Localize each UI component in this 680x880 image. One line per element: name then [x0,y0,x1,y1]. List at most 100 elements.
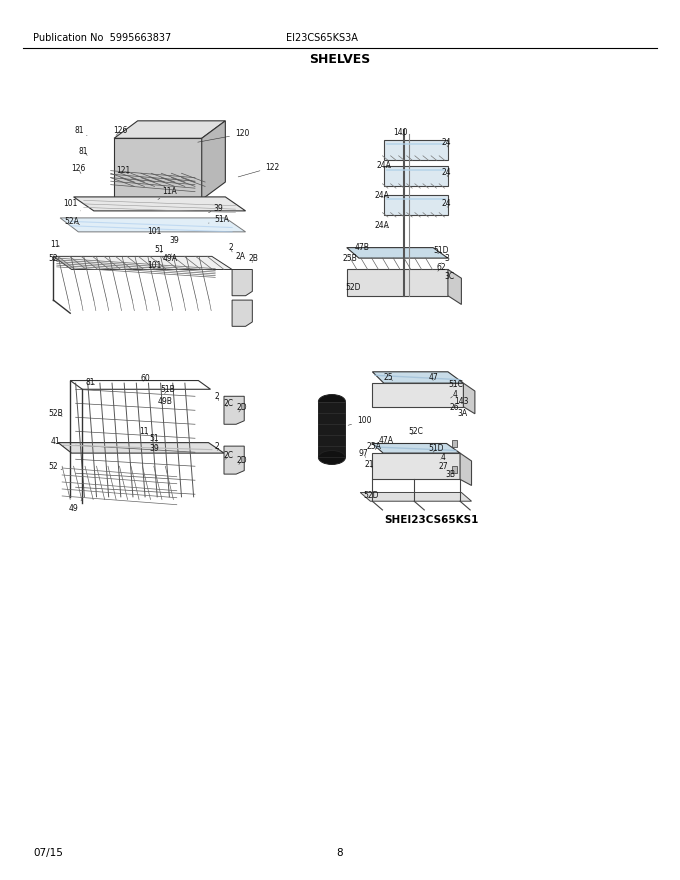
Polygon shape [373,453,460,480]
Text: 25B: 25B [343,254,358,263]
Text: 47A: 47A [378,436,393,444]
Text: 51B: 51B [160,385,175,393]
Polygon shape [224,446,244,474]
Text: 101: 101 [148,260,162,269]
Text: 51A: 51A [209,215,229,224]
Text: 143: 143 [454,397,469,406]
Text: 3C: 3C [444,272,454,281]
Bar [452,466,458,473]
Text: 97: 97 [359,450,369,458]
Text: 2D: 2D [237,403,248,412]
Text: 2: 2 [215,443,220,451]
Text: 2C: 2C [224,399,234,407]
Text: 49B: 49B [157,397,172,406]
Text: 81: 81 [74,126,87,136]
Text: 51D: 51D [428,444,444,453]
Text: 4: 4 [451,390,457,399]
Polygon shape [53,256,232,269]
Text: 81: 81 [79,147,88,156]
Text: 140: 140 [394,128,408,136]
Text: SHELVES: SHELVES [309,54,371,67]
Text: 51C: 51C [449,379,464,389]
Text: SHEI23CS65KS1: SHEI23CS65KS1 [384,516,478,525]
Text: 101: 101 [63,200,80,211]
Text: 51D: 51D [433,246,449,254]
Text: 39: 39 [209,204,224,213]
Polygon shape [58,443,224,453]
Text: 3B: 3B [445,471,456,480]
Text: 101: 101 [148,227,162,237]
Text: 39: 39 [150,444,159,453]
Text: 2: 2 [215,392,220,400]
Text: EI23CS65KS3A: EI23CS65KS3A [286,33,358,43]
Text: 52A: 52A [65,216,80,226]
Text: 11: 11 [139,427,149,436]
Text: 126: 126 [71,165,86,173]
Text: 52B: 52B [48,409,63,418]
Text: 52: 52 [48,253,58,262]
Text: 51: 51 [149,434,158,443]
Polygon shape [232,269,252,296]
Text: Publication No  5995663837: Publication No 5995663837 [33,33,171,43]
Polygon shape [232,300,252,326]
Polygon shape [360,493,471,502]
Text: 25A: 25A [367,442,381,451]
Polygon shape [384,140,448,160]
Text: 2C: 2C [224,451,234,460]
Polygon shape [114,138,202,200]
Text: 24: 24 [442,200,452,209]
Text: 100: 100 [348,416,371,425]
Text: 2D: 2D [237,456,248,465]
Text: 41: 41 [50,437,63,446]
Text: 121: 121 [116,166,130,175]
Text: 11A: 11A [158,187,177,200]
Text: 26: 26 [450,403,460,412]
Text: 60: 60 [141,374,151,384]
Text: 122: 122 [238,163,279,177]
Text: 39: 39 [170,236,180,246]
Polygon shape [347,269,448,296]
Polygon shape [373,444,460,453]
Text: 81: 81 [86,378,95,387]
Text: 8: 8 [337,848,343,858]
Text: 07/15: 07/15 [33,848,63,858]
Text: 25: 25 [384,372,393,382]
Polygon shape [373,371,464,383]
Text: 49: 49 [69,500,82,513]
Text: 24A: 24A [375,221,389,231]
Polygon shape [384,166,448,187]
Text: 47B: 47B [354,243,369,253]
Polygon shape [464,383,475,414]
Polygon shape [347,247,448,258]
Polygon shape [373,383,464,407]
Text: 11: 11 [50,239,60,249]
Text: 2: 2 [228,243,233,253]
Text: 52D: 52D [363,490,379,500]
Text: 2A: 2A [236,252,246,260]
Text: 27: 27 [439,462,448,471]
Bar [452,440,458,447]
Text: 126: 126 [114,126,128,136]
Text: 62: 62 [437,263,446,272]
Text: 51: 51 [154,245,164,253]
Text: 49A: 49A [163,253,177,262]
Polygon shape [202,121,225,200]
Polygon shape [448,269,462,304]
Text: 52: 52 [48,462,62,471]
Text: 52D: 52D [345,283,361,292]
Polygon shape [114,121,225,138]
Polygon shape [60,218,245,232]
Text: 24: 24 [442,138,452,147]
Polygon shape [73,197,245,211]
Ellipse shape [318,394,345,408]
Ellipse shape [318,451,345,465]
Text: 47: 47 [428,372,438,382]
Text: 120: 120 [198,129,250,143]
Text: 3: 3 [441,254,449,263]
Polygon shape [460,453,471,486]
Text: 21: 21 [365,460,375,469]
Text: 2B: 2B [249,254,258,263]
Text: 3A: 3A [458,409,468,418]
Polygon shape [224,396,244,424]
Polygon shape [384,195,448,216]
